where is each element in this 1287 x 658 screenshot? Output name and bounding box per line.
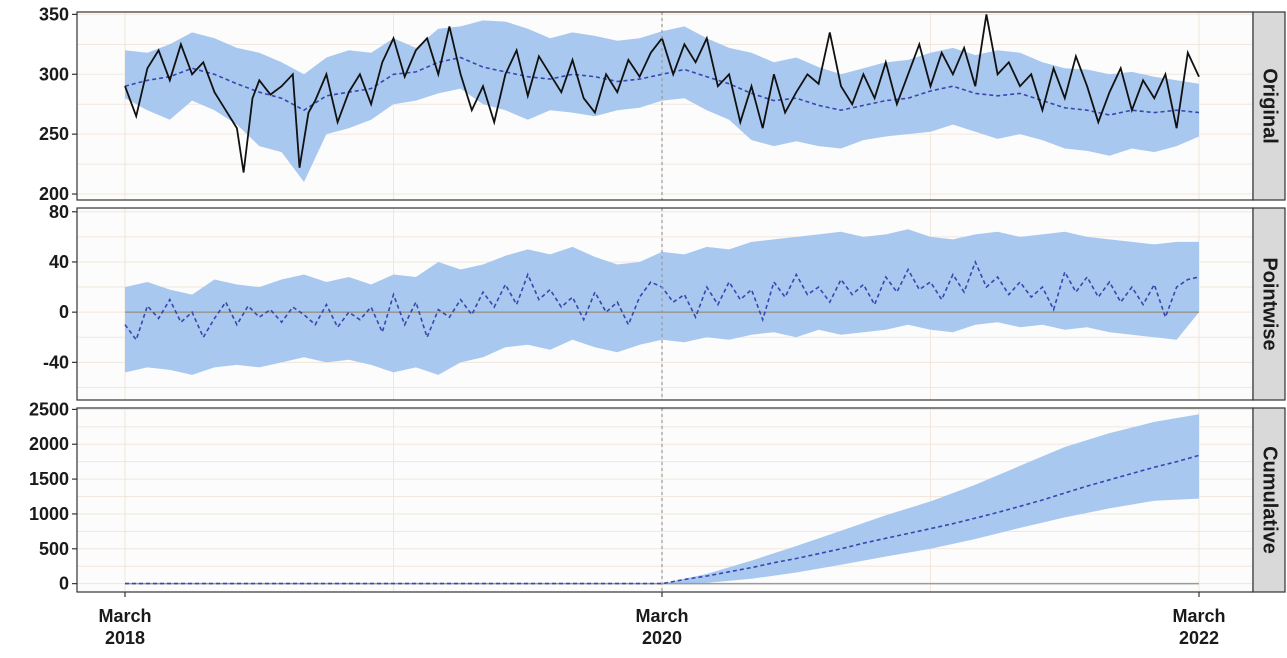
x-tick-label-line2: 2020 (642, 628, 682, 648)
x-tick-label-line2: 2018 (105, 628, 145, 648)
y-tick-label: 2500 (29, 399, 69, 419)
y-tick-label: 250 (39, 124, 69, 144)
prediction-interval-band (125, 229, 1199, 375)
y-tick-label: 0 (59, 302, 69, 322)
panel-cumulative: 0 500 1000 1500 2000 2500 Cumulative (29, 399, 1286, 594)
strip-label: Original (1259, 68, 1281, 144)
y-tick-label: 1500 (29, 469, 69, 489)
prediction-interval-band (125, 20, 1199, 183)
x-tick-label-line1: March (98, 606, 151, 626)
y-tick-label: 0 (59, 574, 69, 594)
panel-original: 200 250 300 350 Original (39, 4, 1286, 204)
panel-pointwise: -40 0 40 80 Pointwise (43, 202, 1286, 401)
y-tick-label: 2000 (29, 434, 69, 454)
y-tick-label: 80 (49, 202, 69, 222)
x-tick-label-line2: 2022 (1179, 628, 1219, 648)
strip-label: Cumulative (1259, 446, 1281, 554)
y-tick-label: 300 (39, 64, 69, 84)
strip-label: Pointwise (1259, 257, 1281, 350)
strip-background (1252, 207, 1286, 401)
prediction-interval-band (125, 414, 1199, 584)
y-tick-label: 200 (39, 184, 69, 204)
predicted-mean-line (125, 454, 1200, 585)
y-tick-label: 500 (39, 539, 69, 559)
y-tick-label: -40 (43, 352, 69, 372)
strip-background (1252, 407, 1286, 593)
y-tick-label: 40 (49, 252, 69, 272)
observed-line (124, 14, 1200, 173)
y-tick-label: 350 (39, 4, 69, 24)
y-tick-label: 1000 (29, 504, 69, 524)
strip-background (1252, 11, 1286, 201)
x-tick-label-line1: March (635, 606, 688, 626)
x-tick-label-line1: March (1172, 606, 1225, 626)
predicted-mean-line (124, 56, 1200, 116)
